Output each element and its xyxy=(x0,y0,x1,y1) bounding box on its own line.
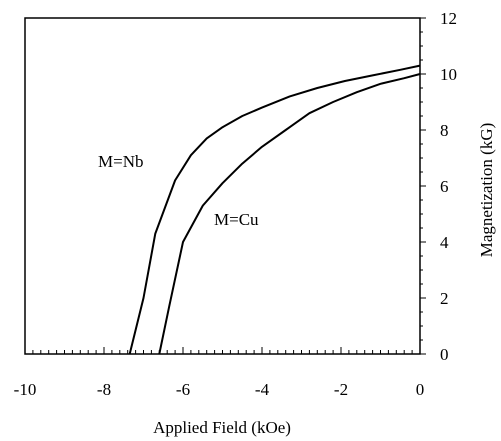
series-label-m-nb: M=Nb xyxy=(98,152,143,171)
x-tick-label: -2 xyxy=(334,380,348,399)
y-tick-label: 10 xyxy=(440,65,457,84)
y-tick-label: 8 xyxy=(440,121,449,140)
x-tick-label: -8 xyxy=(97,380,111,399)
x-tick-label: -6 xyxy=(176,380,190,399)
y-axis-tick-labels: 0 2 4 6 8 10 12 xyxy=(440,9,457,364)
x-axis-minor-ticks xyxy=(24,347,421,354)
plot-area-frame xyxy=(24,17,421,355)
series-line-1 xyxy=(158,73,421,355)
x-tick-label: -4 xyxy=(255,380,270,399)
x-axis-title: Applied Field (kOe) xyxy=(153,418,291,437)
y-tick-label: 12 xyxy=(440,9,457,28)
y-tick-label: 2 xyxy=(440,289,449,308)
y-axis-title: Magnetization (kG) xyxy=(477,123,496,258)
series-line-0 xyxy=(128,64,421,355)
y-axis-ticks xyxy=(420,17,426,355)
y-tick-label: 6 xyxy=(440,177,449,196)
x-tick-label: 0 xyxy=(416,380,425,399)
y-tick-label: 0 xyxy=(440,345,449,364)
series-label-m-cu: M=Cu xyxy=(214,210,259,229)
y-tick-label: 4 xyxy=(440,233,449,252)
series-lines xyxy=(128,64,421,355)
x-axis-tick-labels: -10 -8 -6 -4 -2 0 xyxy=(14,380,425,399)
x-tick-label: -10 xyxy=(14,380,37,399)
